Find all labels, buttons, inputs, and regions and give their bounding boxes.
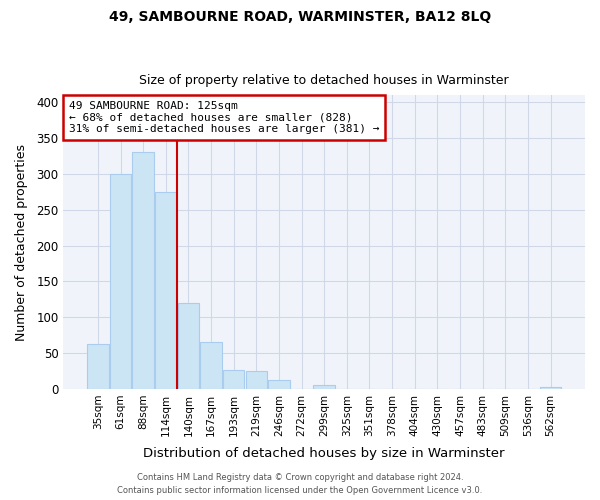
Bar bbox=[178, 303, 199, 389]
Bar bbox=[200, 342, 222, 389]
Bar bbox=[313, 386, 335, 389]
Bar bbox=[268, 380, 290, 389]
Bar bbox=[223, 370, 244, 389]
Y-axis label: Number of detached properties: Number of detached properties bbox=[15, 144, 28, 340]
Bar bbox=[540, 387, 561, 389]
Bar bbox=[110, 174, 131, 389]
Bar bbox=[133, 152, 154, 389]
X-axis label: Distribution of detached houses by size in Warminster: Distribution of detached houses by size … bbox=[143, 447, 505, 460]
Bar bbox=[87, 344, 109, 389]
Bar bbox=[155, 192, 176, 389]
Text: Contains HM Land Registry data © Crown copyright and database right 2024.
Contai: Contains HM Land Registry data © Crown c… bbox=[118, 474, 482, 495]
Text: 49, SAMBOURNE ROAD, WARMINSTER, BA12 8LQ: 49, SAMBOURNE ROAD, WARMINSTER, BA12 8LQ bbox=[109, 10, 491, 24]
Text: 49 SAMBOURNE ROAD: 125sqm
← 68% of detached houses are smaller (828)
31% of semi: 49 SAMBOURNE ROAD: 125sqm ← 68% of detac… bbox=[68, 101, 379, 134]
Bar bbox=[245, 371, 267, 389]
Title: Size of property relative to detached houses in Warminster: Size of property relative to detached ho… bbox=[139, 74, 509, 87]
